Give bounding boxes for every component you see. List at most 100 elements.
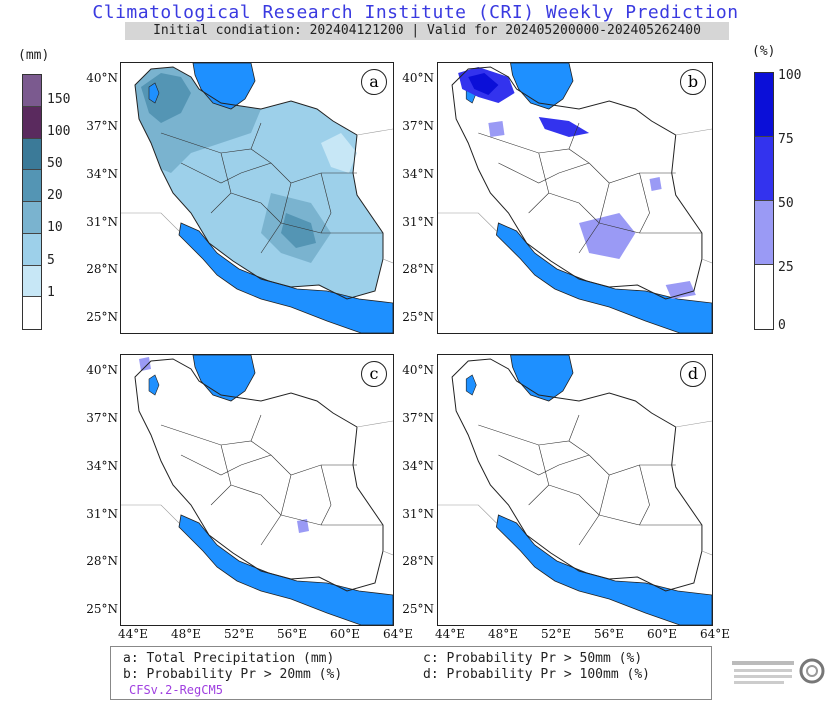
left-tick: 10 xyxy=(47,220,63,235)
prob-shade-75 xyxy=(538,117,590,137)
persian-gulf xyxy=(495,514,712,625)
footer-legend-box: a: Total Precipitation (mm) b: Probabili… xyxy=(110,646,712,700)
latitude-tick-label: 40°N xyxy=(86,363,118,377)
latitude-tick-label: 37°N xyxy=(86,411,118,425)
caspian-sea xyxy=(510,355,574,402)
longitude-tick-label: 60°E xyxy=(330,627,361,641)
lake-urmia xyxy=(148,374,160,396)
colorbar-segment xyxy=(755,137,773,201)
footer-label-b: b: Probability Pr > 20mm (%) xyxy=(123,667,343,682)
persian-gulf xyxy=(178,514,393,625)
colorbar-segment xyxy=(755,265,773,329)
caspian-sea xyxy=(192,355,256,402)
left-tick: 150 xyxy=(47,92,71,107)
province-borders xyxy=(478,414,702,546)
latitude-tick-label: 31°N xyxy=(402,215,434,229)
prob-shade-50 xyxy=(139,357,151,371)
latitude-tick-label: 37°N xyxy=(402,119,434,133)
prob-shade-50 xyxy=(579,213,636,259)
map-panel-a: a xyxy=(120,62,394,334)
map-panel-c: c xyxy=(120,354,394,626)
lake-urmia xyxy=(148,82,160,104)
map-panel-d: d xyxy=(437,354,713,626)
colorbar-segment xyxy=(755,201,773,265)
colorbar-segment xyxy=(23,75,41,107)
colorbar-segment xyxy=(23,297,41,329)
latitude-tick-label: 40°N xyxy=(86,71,118,85)
longitude-tick-label: 64°E xyxy=(383,627,414,641)
map-canvas xyxy=(438,63,712,333)
right-tick: 0 xyxy=(778,318,786,333)
neighbor-borders xyxy=(438,420,712,556)
caspian-sea xyxy=(510,63,574,110)
map-panel-b: b xyxy=(437,62,713,334)
lake-urmia xyxy=(465,374,477,396)
footer-label-c: c: Probability Pr > 50mm (%) xyxy=(423,651,643,666)
latitude-tick-label: 40°N xyxy=(402,71,434,85)
colorbar-segment xyxy=(23,170,41,202)
latitude-tick-label: 34°N xyxy=(402,459,434,473)
longitude-tick-label: 56°E xyxy=(594,627,625,641)
institute-logo xyxy=(730,655,826,695)
panel-label: a xyxy=(361,69,387,95)
precip-shade-20mm xyxy=(281,213,316,248)
longitude-tick-label: 60°E xyxy=(647,627,678,641)
left-colorbar xyxy=(22,74,42,330)
map-canvas xyxy=(438,355,712,625)
province-borders xyxy=(160,122,383,254)
country-outline xyxy=(134,66,384,300)
colorbar-segment xyxy=(23,202,41,234)
longitude-tick-label: 48°E xyxy=(488,627,519,641)
prob-shade-50 xyxy=(488,121,505,137)
page-title: Climatological Research Institute (CRI) … xyxy=(92,2,739,23)
longitude-tick-label: 44°E xyxy=(118,627,149,641)
latitude-tick-label: 25°N xyxy=(402,602,434,616)
right-tick: 50 xyxy=(778,196,794,211)
longitude-tick-label: 52°E xyxy=(224,627,255,641)
colorbar-segment xyxy=(23,265,41,298)
latitude-tick-label: 34°N xyxy=(86,459,118,473)
province-borders xyxy=(478,122,702,254)
panel-label: d xyxy=(680,361,706,387)
latitude-tick-label: 25°N xyxy=(86,310,118,324)
latitude-tick-label: 28°N xyxy=(402,554,434,568)
caspian-sea xyxy=(192,63,256,110)
model-name: CFSv.2-RegCM5 xyxy=(129,683,223,697)
left-tick: 1 xyxy=(47,285,55,300)
panel-label: b xyxy=(680,69,706,95)
latitude-tick-label: 34°N xyxy=(402,167,434,181)
prob-shade-100 xyxy=(468,73,499,95)
right-tick: 75 xyxy=(778,132,794,147)
latitude-tick-label: 28°N xyxy=(86,554,118,568)
right-legend-unit: (%) xyxy=(752,44,776,59)
latitude-tick-label: 31°N xyxy=(402,507,434,521)
latitude-tick-label: 28°N xyxy=(86,262,118,276)
prob-shade-50 xyxy=(665,281,696,299)
map-canvas xyxy=(121,63,393,333)
neighbor-borders xyxy=(438,128,712,264)
colorbar-segment xyxy=(23,106,41,139)
left-legend-unit: (mm) xyxy=(18,48,50,63)
latitude-tick-label: 37°N xyxy=(86,119,118,133)
longitude-tick-label: 56°E xyxy=(277,627,308,641)
neighbor-borders xyxy=(121,128,393,264)
map-canvas xyxy=(121,355,393,625)
prob-shade-50 xyxy=(649,177,662,191)
colorbar-segment xyxy=(755,73,773,137)
page-subtitle: Initial condiation: 202404121200 | Valid… xyxy=(125,22,729,40)
left-tick: 50 xyxy=(47,156,63,171)
persian-gulf xyxy=(178,222,393,333)
latitude-tick-label: 31°N xyxy=(86,215,118,229)
persian-gulf xyxy=(495,222,712,333)
latitude-tick-label: 37°N xyxy=(402,411,434,425)
left-tick: 100 xyxy=(47,124,71,139)
latitude-tick-label: 34°N xyxy=(86,167,118,181)
longitude-tick-label: 52°E xyxy=(541,627,572,641)
right-tick: 100 xyxy=(778,68,802,83)
footer-label-a: a: Total Precipitation (mm) xyxy=(123,651,335,666)
longitude-tick-label: 44°E xyxy=(435,627,466,641)
country-outline xyxy=(451,358,703,592)
colorbar-segment xyxy=(23,233,41,266)
prob-shade-50 xyxy=(297,519,309,533)
left-tick: 20 xyxy=(47,188,63,203)
